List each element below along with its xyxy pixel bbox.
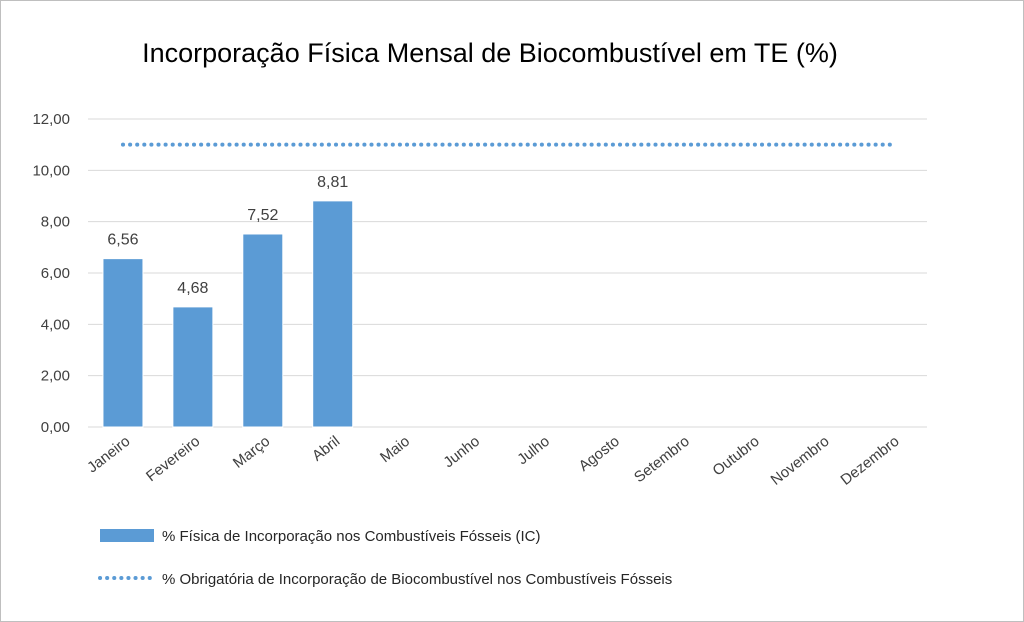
x-tick-label: Fevereiro — [143, 433, 203, 485]
x-tick-label: Maio — [377, 433, 413, 466]
x-tick-label: Novembro — [768, 433, 833, 489]
y-tick-label: 2,00 — [41, 368, 70, 385]
data-label: 6,56 — [107, 232, 138, 249]
x-tick-labels: Janeiro Fevereiro Março Abril Maio Junho Julho… — [84, 433, 902, 489]
bar — [102, 258, 144, 428]
y-tick-label: 6,00 — [41, 265, 70, 282]
bar — [242, 233, 284, 428]
x-tick-label: Dezembro — [838, 433, 903, 489]
x-tick-label: Abril — [309, 433, 343, 465]
x-tick-label: Março — [230, 433, 273, 472]
x-tick-label: Junho — [440, 433, 483, 472]
x-tick-label: Agosto — [576, 433, 623, 475]
data-label: 8,81 — [317, 174, 348, 191]
x-tick-label: Outubro — [709, 433, 762, 480]
y-tick-label: 10,00 — [32, 162, 70, 179]
y-tick-labels: 0,00 2,00 4,00 6,00 8,00 10,00 12,00 — [32, 111, 70, 436]
chart-title: Incorporação Física Mensal de Biocombust… — [142, 38, 838, 68]
legend-swatch-bars — [100, 529, 154, 542]
data-label: 7,52 — [247, 207, 278, 224]
bar — [312, 200, 354, 428]
legend: % Física de Incorporação nos Combustívei… — [98, 528, 672, 588]
x-tick-label: Setembro — [631, 433, 693, 486]
bar-series — [102, 200, 354, 428]
y-tick-label: 4,00 — [41, 316, 70, 333]
data-label: 4,68 — [177, 280, 208, 297]
x-tick-label: Julho — [514, 433, 553, 468]
y-tick-label: 12,00 — [32, 111, 70, 128]
gridlines — [88, 118, 927, 428]
y-tick-label: 0,00 — [41, 419, 70, 436]
y-tick-label: 8,00 — [41, 214, 70, 231]
legend-label-line: % Obrigatória de Incorporação de Biocomb… — [162, 571, 672, 588]
bar — [172, 306, 214, 428]
x-tick-label: Janeiro — [84, 433, 133, 477]
legend-label-bars: % Física de Incorporação nos Combustívei… — [162, 528, 540, 545]
data-labels: 6,56 4,68 7,52 8,81 — [107, 174, 348, 297]
